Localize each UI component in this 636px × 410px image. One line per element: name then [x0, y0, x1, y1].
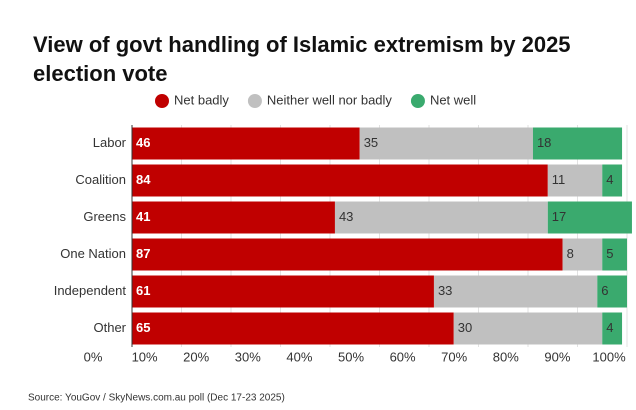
y-tick-label: Greens: [83, 209, 126, 224]
x-tick-label: 0%: [84, 349, 103, 364]
data-label: 5: [606, 246, 613, 261]
legend-label: Net badly: [174, 92, 229, 107]
bar-segment: [132, 201, 335, 234]
data-label: 65: [136, 320, 150, 335]
legend-label: Neither well nor badly: [267, 92, 393, 107]
bar-segment: [602, 164, 623, 197]
bar-segment: [334, 201, 548, 234]
data-label: 18: [537, 135, 551, 150]
legend-label: Net well: [430, 92, 476, 107]
bar-segment: [132, 312, 454, 345]
y-tick-label: Labor: [93, 135, 127, 150]
legend-swatch: [410, 94, 425, 108]
bar-segment: [453, 312, 603, 345]
bar-segment: [547, 201, 632, 234]
x-tick-label: 100%: [592, 349, 626, 364]
data-label: 11: [552, 172, 566, 187]
y-tick-label: Coalition: [75, 172, 126, 187]
y-tick-label: Independent: [54, 283, 127, 298]
data-label: 6: [601, 283, 608, 298]
x-tick-label: 50%: [338, 349, 364, 364]
y-tick-label: Other: [93, 320, 126, 335]
legend-swatch: [155, 94, 169, 108]
bar-segment: [132, 238, 563, 271]
bar-segment: [602, 238, 627, 271]
data-label: 30: [458, 320, 472, 335]
legend-swatch: [247, 94, 262, 108]
bar-segment: [532, 127, 623, 160]
data-label: 87: [136, 246, 150, 261]
bar-segment: [132, 127, 360, 160]
x-tick-label: 70%: [441, 349, 467, 364]
data-label: 46: [136, 135, 150, 150]
x-tick-label: 40%: [286, 349, 312, 364]
bar-segment: [132, 275, 434, 308]
data-label: 84: [136, 172, 151, 187]
bar-segment: [602, 312, 623, 345]
data-label: 17: [552, 209, 566, 224]
bar-segment: [597, 275, 627, 308]
data-label: 35: [364, 135, 378, 150]
y-tick-label: One Nation: [60, 246, 126, 261]
data-label: 8: [567, 246, 574, 261]
source: Source: YouGov / SkyNews.com.au poll (De…: [28, 393, 285, 404]
x-tick-label: 30%: [235, 349, 261, 364]
data-label: 61: [136, 283, 150, 298]
x-tick-label: 90%: [544, 349, 570, 364]
data-label: 43: [339, 209, 353, 224]
bar-segment: [132, 164, 548, 197]
bar-segment: [359, 127, 533, 160]
chart-title: View of govt handling of Islamic extremi…: [33, 32, 571, 86]
bar-segment: [562, 238, 603, 271]
data-label: 4: [606, 172, 613, 187]
data-label: 41: [136, 209, 150, 224]
bar-segment: [547, 164, 603, 197]
x-tick-label: 10%: [132, 349, 158, 364]
data-label: 4: [606, 320, 613, 335]
x-tick-label: 20%: [183, 349, 209, 364]
x-tick-label: 60%: [390, 349, 416, 364]
bar-segment: [433, 275, 598, 308]
x-tick-label: 80%: [493, 349, 519, 364]
data-label: 33: [438, 283, 452, 298]
